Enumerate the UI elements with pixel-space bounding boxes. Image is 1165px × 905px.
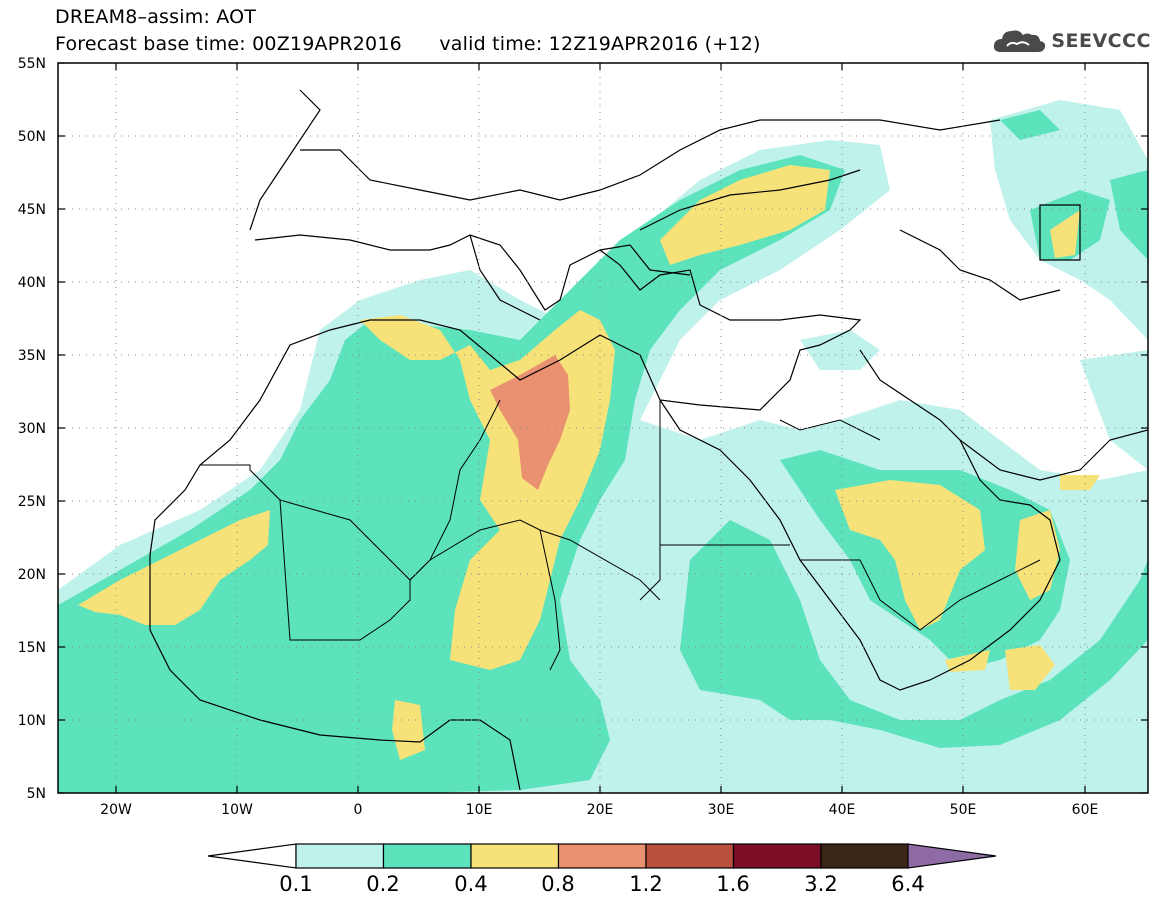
colorbar-label-6-4: 6.4 [891, 872, 924, 896]
colorbar-swatch [382, 843, 472, 869]
lon-label-50e: 50E [950, 802, 977, 818]
colorbar-swatch [645, 843, 735, 869]
colorbar-label-0-4: 0.4 [454, 872, 487, 896]
aot-contours [58, 89, 1148, 793]
cloud-logo-icon [994, 30, 1046, 52]
lat-label-25n: 25N [18, 494, 46, 510]
colorbar-label-0-8: 0.8 [541, 872, 574, 896]
lat-label-40n: 40N [18, 275, 46, 291]
lat-label-30n: 30N [18, 421, 46, 437]
lon-label-20e: 20E [587, 802, 614, 818]
colorbar [207, 843, 997, 869]
colorbar-low-triangle [207, 843, 297, 869]
lon-label-10w: 10W [221, 802, 253, 818]
lon-label-20w: 20W [100, 802, 132, 818]
lon-label-40e: 40E [829, 802, 856, 818]
lat-label-45n: 45N [18, 202, 46, 218]
lat-label-55n: 55N [18, 56, 46, 72]
lon-label-60e: 60E [1072, 802, 1099, 818]
lat-label-50n: 50N [18, 129, 46, 145]
lon-label-10e: 10E [466, 802, 493, 818]
latitude-labels: 55N 50N 45N 40N 35N 30N 25N 20N 15N 10N … [18, 56, 46, 802]
longitude-labels: 20W 10W 0 10E 20E 30E 40E 50E 60E [100, 802, 1098, 818]
map-title: DREAM8–assim: AOT [55, 6, 257, 28]
colorbar-high-triangle [907, 843, 997, 869]
map-gridlines [58, 63, 1148, 793]
colorbar-labels: 0.1 0.2 0.4 0.8 1.2 1.6 3.2 6.4 [279, 872, 924, 896]
lat-label-20n: 20N [18, 567, 46, 583]
colorbar-swatch [732, 843, 822, 869]
colorbar-swatch [820, 843, 910, 869]
colorbar-swatch [470, 843, 560, 869]
colorbar-label-1-2: 1.2 [629, 872, 662, 896]
colorbar-label-1-6: 1.6 [716, 872, 749, 896]
lon-label-0: 0 [354, 802, 363, 818]
colorbar-label-0-2: 0.2 [366, 872, 399, 896]
colorbar-label-0-1: 0.1 [279, 872, 312, 896]
colorbar-label-3-2: 3.2 [804, 872, 837, 896]
logo-text: SEEVCCC [1051, 30, 1151, 52]
map-frame [57, 62, 1149, 794]
lat-label-35n: 35N [18, 348, 46, 364]
lon-label-30e: 30E [708, 802, 735, 818]
colorbar-swatch [557, 843, 647, 869]
lat-label-15n: 15N [18, 640, 46, 656]
forecast-time-subtitle: Forecast base time: 00Z19APR2016 valid t… [55, 33, 761, 55]
seevccc-logo: SEEVCCC [993, 26, 1151, 56]
map-ticks [58, 62, 1148, 794]
lat-label-5n: 5N [27, 786, 46, 802]
colorbar-swatch [295, 843, 385, 869]
lat-label-10n: 10N [18, 713, 46, 729]
